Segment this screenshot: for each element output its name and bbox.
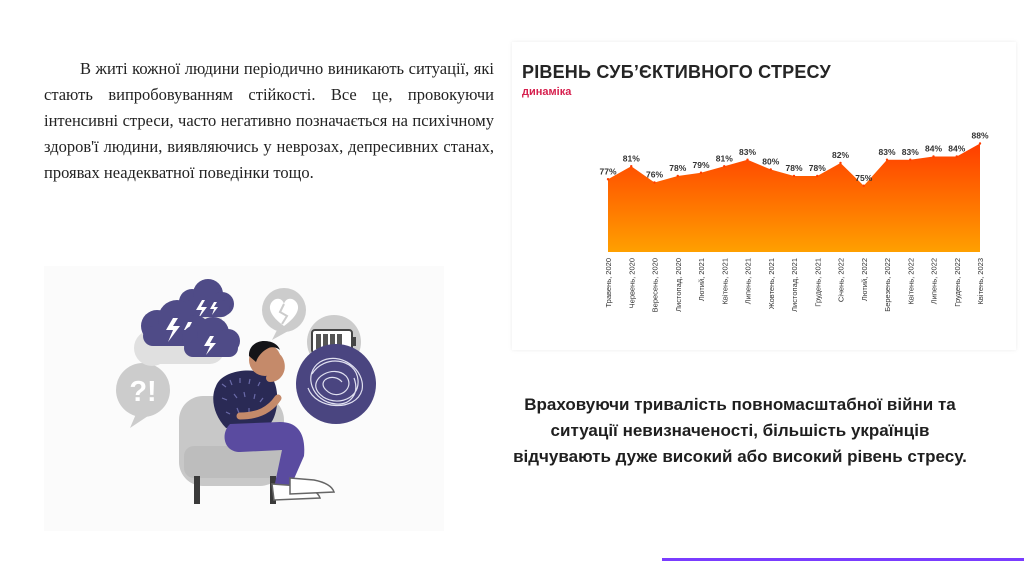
x-tick-label: Січень, 2022 [837,258,846,302]
question-exclamation-symbol: ?! [129,376,156,408]
data-point [769,168,772,171]
intro-paragraph: В житі кожної людини періодично виникают… [44,59,494,182]
stress-area [608,143,980,252]
data-point [932,155,935,158]
x-tick-label: Червень, 2020 [627,258,636,308]
data-label: 84% [948,144,965,154]
data-label: 76% [646,170,663,180]
storm-cloud-icon [179,279,234,319]
x-tick-label: Липень, 2021 [744,258,753,304]
tangled-thoughts-bubble-icon [296,344,376,424]
data-label: 83% [878,147,895,157]
x-tick-label: Листопад, 2020 [674,258,683,312]
data-point [862,184,865,187]
data-label: 78% [785,163,802,173]
stress-chart: РІВЕНЬ СУБ’ЄКТИВНОГО СТРЕСУ динаміка 77%… [512,42,1016,350]
x-tick-label: Квітень, 2021 [720,258,729,304]
stress-illustration: ?! [44,266,444,531]
chart-plot: 77% Травень, 2020 81% Червень, 2020 76% Верес… [599,131,988,313]
data-label: 79% [692,160,709,170]
x-tick-label: Лютий, 2022 [860,258,869,301]
x-tick-label: Грудень, 2022 [953,258,962,307]
data-label: 78% [669,163,686,173]
data-point [816,174,819,178]
data-label: 84% [925,144,942,154]
accent-divider [662,558,1024,561]
x-tick-label: Лютий, 2021 [697,258,706,301]
data-point [676,174,679,178]
data-point [630,165,633,168]
data-point [792,174,796,178]
data-label: 80% [762,157,779,167]
chart-title: РІВЕНЬ СУБ’ЄКТИВНОГО СТРЕСУ [522,62,831,82]
x-tick-label: Квітень, 2023 [976,258,985,304]
data-point [746,158,749,161]
x-tick-label: Грудень, 2021 [813,258,822,307]
storm-cloud-icon [182,317,240,357]
data-point [723,165,726,168]
data-point [699,171,703,174]
data-point [909,158,912,161]
data-label: 77% [599,166,616,176]
data-label: 83% [739,147,756,157]
data-point [955,155,958,158]
data-point [653,181,656,184]
data-label: 81% [716,153,733,163]
data-label: 88% [971,131,988,141]
data-label: 81% [623,153,640,163]
x-tick-label: Березень, 2022 [883,258,892,312]
data-point [839,161,842,165]
data-point [978,142,982,145]
x-tick-label: Вересень, 2020 [651,258,660,312]
data-label: 83% [902,147,919,157]
data-point [885,158,889,161]
x-tick-label: Травень, 2020 [604,258,613,307]
x-tick-label: Жовтень, 2021 [767,258,776,309]
data-label: 75% [855,173,872,183]
x-tick-label: Липень, 2022 [930,258,939,304]
x-tick-label: Листопад, 2021 [790,258,799,312]
stressed-person-icon [213,341,336,501]
chart-subtitle: динаміка [522,86,572,98]
data-point [606,178,610,181]
question-bubble-icon: ?! [116,363,170,428]
data-label: 82% [832,150,849,160]
x-tick-label: Квітень, 2022 [906,258,915,304]
conclusion-text: Враховуючи тривалість повномасштабної ві… [513,395,967,466]
data-label: 78% [809,163,826,173]
broken-heart-bubble-icon [262,288,306,340]
